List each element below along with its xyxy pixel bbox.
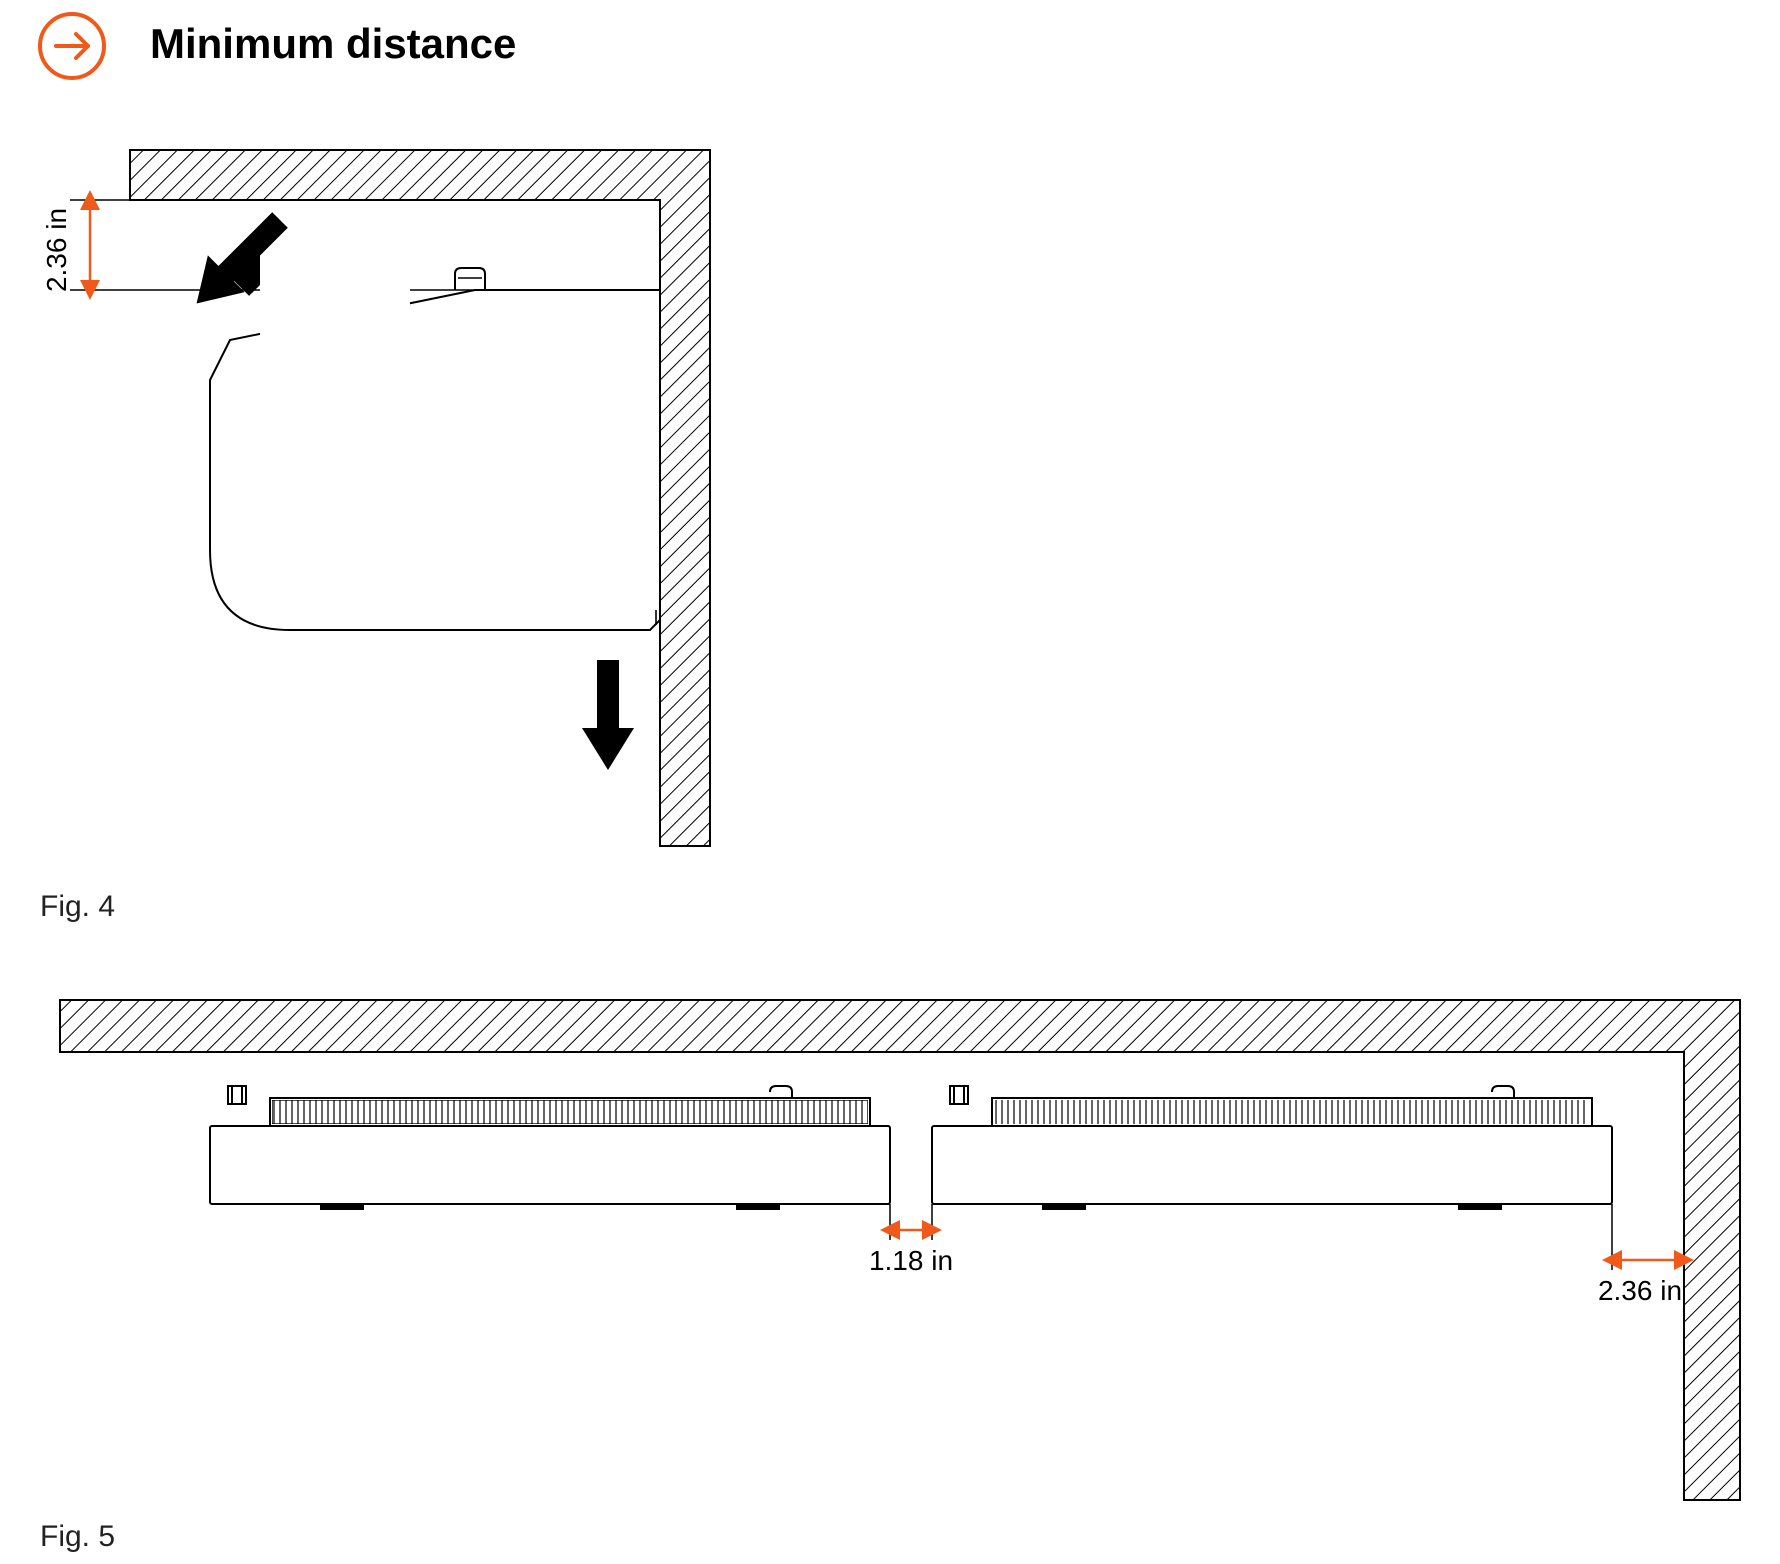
fig5-caption: Fig. 5: [40, 1520, 115, 1554]
fig5-diagram: 1.18 in 2.36 in: [40, 980, 1760, 1520]
fig4-caption: Fig. 4: [40, 890, 115, 924]
fig4-dim-top-label: 2.36 in: [41, 208, 72, 292]
fig4-diagram: 2.36 in: [20, 120, 780, 880]
page-title: Minimum distance: [150, 20, 516, 68]
arrow-circle-icon: [22, 0, 122, 96]
fig5-dim-right-label: 2.36 in: [1598, 1275, 1682, 1306]
fig5-dim-mid-label: 1.18 in: [869, 1245, 953, 1276]
